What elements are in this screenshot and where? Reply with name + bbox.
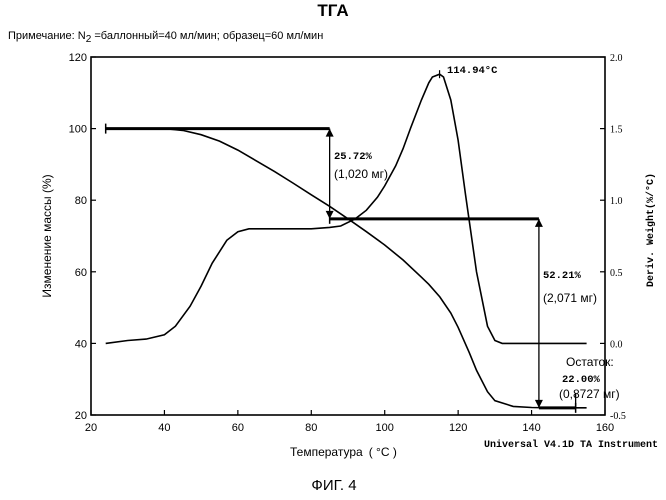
- instrument-label: Universal V4.1D TA Instrument: [484, 439, 658, 451]
- series-deriv-line: [106, 74, 587, 343]
- x-tick-label: 40: [158, 422, 170, 434]
- y-tick-label: 20: [75, 410, 87, 422]
- chart-title: ТГА: [317, 1, 348, 20]
- step1-pct-label: 25.72%: [334, 151, 373, 163]
- y2-tick-label: 0.0: [610, 339, 623, 350]
- axis-ticks: 20 40 60 80 100 120 140 160 20 40 60 80 100 120 -0.5 0.…: [69, 52, 626, 434]
- y-tick-label: 40: [75, 338, 87, 350]
- step-markers: [106, 70, 576, 413]
- y2-tick-label: 1.5: [610, 125, 623, 136]
- y2-tick-label: 1.0: [610, 196, 623, 207]
- x-axis-title: Температура ( °C ): [290, 445, 397, 459]
- y-axis-title: Изменение массы (%): [40, 174, 54, 297]
- y2-tick-label: -0.5: [610, 411, 626, 422]
- step2-mass-label: (2,071 мг): [543, 291, 597, 305]
- x-tick-label: 140: [522, 422, 540, 434]
- x-tick-label: 20: [85, 422, 97, 434]
- step1-mass-label: (1,020 мг): [334, 167, 388, 181]
- figure-label: ФИГ. 4: [311, 477, 356, 494]
- y2-tick-label: 2.0: [610, 53, 623, 64]
- chart-note: Примечание: N2 =баллонный=40 мл/мин; обр…: [8, 30, 323, 45]
- x-tick-label: 100: [376, 422, 394, 434]
- plot-frame: [91, 57, 605, 415]
- x-tick-label: 60: [232, 422, 244, 434]
- x-axis-title-unit: ( °C ): [369, 445, 397, 459]
- x-tick-label: 80: [305, 422, 317, 434]
- x-axis-title-text: Температура: [290, 445, 363, 459]
- y-tick-label: 120: [69, 52, 87, 64]
- residue-mass-label: (0,8727 мг): [559, 387, 620, 401]
- chart-note-prefix: Примечание: N: [8, 30, 86, 42]
- y2-tick-label: 0.5: [610, 268, 623, 279]
- y-tick-label: 100: [69, 124, 87, 136]
- peak-label: 114.94°C: [447, 65, 498, 77]
- residue-pct-label: 22.00%: [562, 374, 601, 386]
- x-tick-label: 160: [596, 422, 614, 434]
- x-tick-label: 120: [449, 422, 467, 434]
- y2-axis-title: Deriv. Weight(%/°C): [645, 173, 657, 287]
- y-tick-label: 80: [75, 195, 87, 207]
- residue-label: Остаток:: [566, 355, 614, 369]
- y-tick-label: 60: [75, 267, 87, 279]
- chart-note-suffix: =баллонный=40 мл/мин; образец=60 мл/мин: [91, 30, 323, 42]
- step2-pct-label: 52.21%: [543, 270, 582, 282]
